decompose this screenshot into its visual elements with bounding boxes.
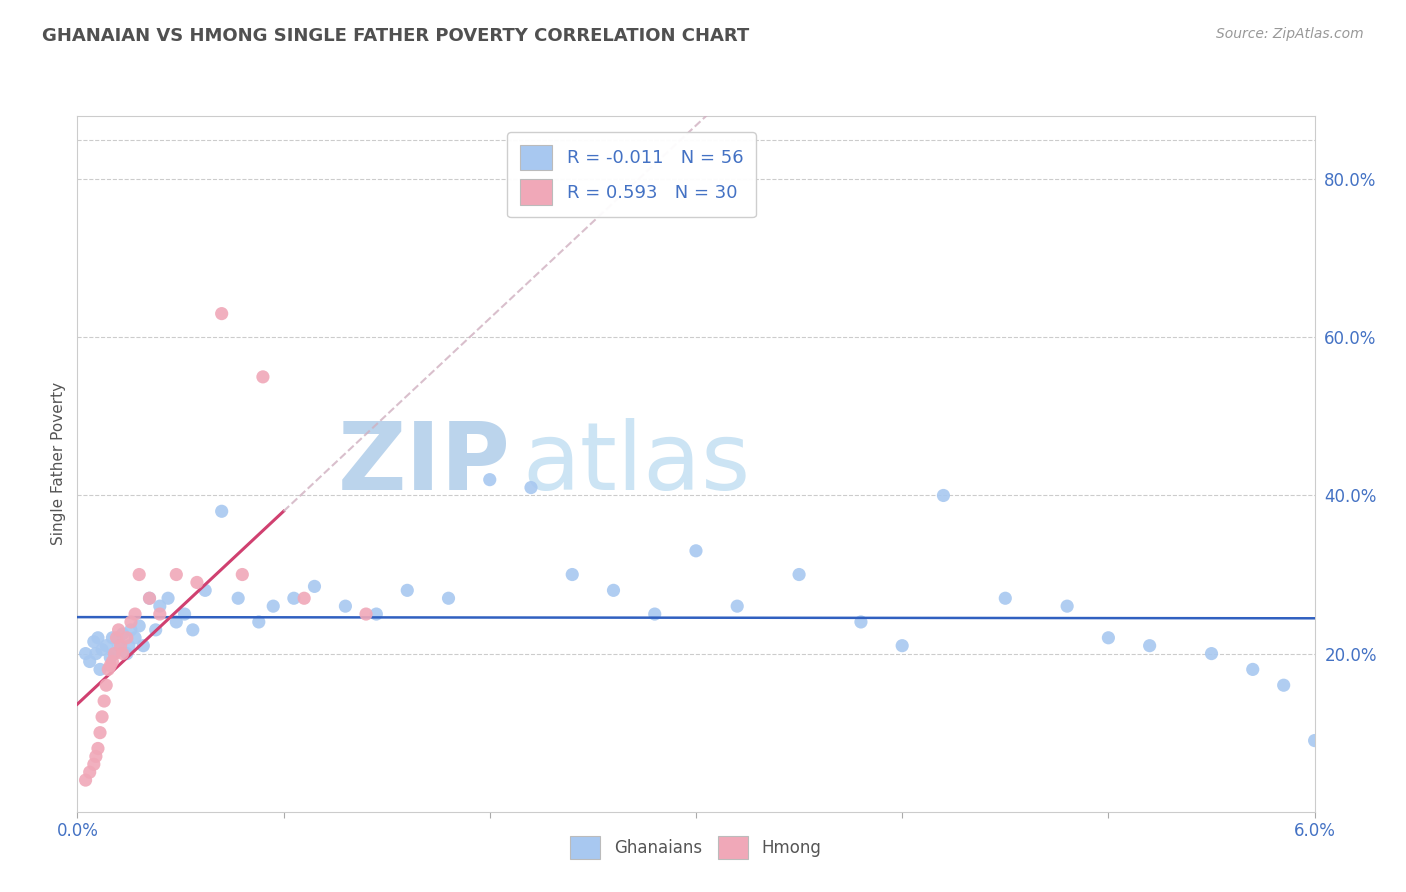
Point — [124, 631, 146, 645]
Point — [602, 583, 624, 598]
Text: ZIP: ZIP — [337, 417, 510, 510]
Point — [89, 662, 111, 676]
Point — [891, 639, 914, 653]
Point — [211, 307, 233, 321]
Point — [1139, 639, 1161, 653]
Point — [84, 647, 107, 661]
Point — [145, 623, 167, 637]
Point — [132, 639, 155, 653]
Point — [292, 591, 315, 606]
Point — [231, 567, 253, 582]
Point — [194, 583, 217, 598]
Point — [128, 619, 150, 633]
Point — [138, 591, 160, 606]
Point — [354, 607, 377, 621]
Point — [89, 725, 111, 739]
Point — [103, 647, 125, 661]
Point — [644, 607, 666, 621]
Point — [128, 567, 150, 582]
Point — [725, 599, 748, 614]
Point — [366, 607, 388, 621]
Point — [111, 647, 134, 661]
Point — [849, 615, 872, 629]
Point — [226, 591, 249, 606]
Point — [93, 694, 115, 708]
Point — [103, 647, 125, 661]
Point — [1201, 647, 1223, 661]
Point — [396, 583, 419, 598]
Point — [149, 607, 172, 621]
Point — [1303, 733, 1326, 747]
Point — [994, 591, 1017, 606]
Point — [787, 567, 810, 582]
Point — [101, 655, 124, 669]
Point — [83, 757, 105, 772]
Point — [165, 615, 187, 629]
Point — [120, 623, 142, 637]
Point — [335, 599, 357, 614]
Point — [211, 504, 233, 518]
Point — [79, 765, 101, 780]
Point — [98, 650, 121, 665]
Point — [252, 369, 274, 384]
Point — [110, 639, 132, 653]
Point — [115, 631, 138, 645]
Point — [101, 631, 124, 645]
Point — [120, 615, 142, 629]
Point — [96, 639, 118, 653]
Text: atlas: atlas — [523, 417, 751, 510]
Point — [561, 567, 583, 582]
Point — [149, 599, 172, 614]
Point — [247, 615, 270, 629]
Point — [283, 591, 305, 606]
Point — [685, 544, 707, 558]
Point — [105, 631, 128, 645]
Point — [932, 488, 955, 502]
Point — [173, 607, 195, 621]
Point — [107, 639, 129, 653]
Point — [138, 591, 160, 606]
Point — [1272, 678, 1295, 692]
Point — [97, 662, 120, 676]
Point — [1241, 662, 1264, 676]
Point — [91, 710, 114, 724]
Legend: Ghanaians, Hmong: Ghanaians, Hmong — [564, 829, 828, 866]
Point — [1056, 599, 1078, 614]
Point — [1097, 631, 1119, 645]
Point — [96, 678, 118, 692]
Point — [165, 567, 187, 582]
Text: Source: ZipAtlas.com: Source: ZipAtlas.com — [1216, 27, 1364, 41]
Point — [478, 473, 501, 487]
Point — [304, 579, 326, 593]
Y-axis label: Single Father Poverty: Single Father Poverty — [51, 383, 66, 545]
Point — [91, 642, 114, 657]
Point — [75, 773, 97, 788]
Text: GHANAIAN VS HMONG SINGLE FATHER POVERTY CORRELATION CHART: GHANAIAN VS HMONG SINGLE FATHER POVERTY … — [42, 27, 749, 45]
Point — [520, 481, 543, 495]
Point — [83, 634, 105, 648]
Point — [124, 607, 146, 621]
Point — [98, 658, 121, 673]
Point — [87, 741, 110, 756]
Point — [262, 599, 284, 614]
Point — [186, 575, 208, 590]
Point — [111, 627, 134, 641]
Point — [79, 655, 101, 669]
Point — [107, 623, 129, 637]
Point — [437, 591, 460, 606]
Point — [118, 639, 141, 653]
Point — [87, 631, 110, 645]
Point — [75, 647, 97, 661]
Point — [181, 623, 204, 637]
Point — [115, 647, 138, 661]
Point — [157, 591, 180, 606]
Point — [84, 749, 107, 764]
